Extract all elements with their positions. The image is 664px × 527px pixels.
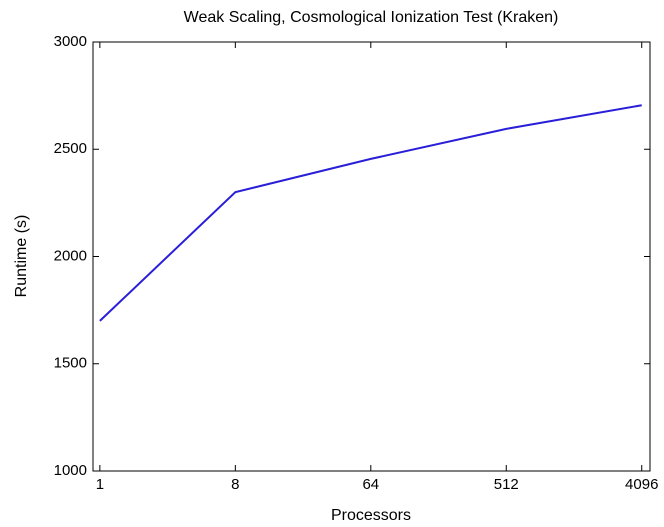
data-line <box>99 104 642 322</box>
y-tick-label: 1000 <box>54 462 87 479</box>
plot-frame <box>92 41 651 472</box>
y-tick-label: 2500 <box>54 140 87 157</box>
x-tick-label: 1 <box>96 476 104 493</box>
y-tick-label: 1500 <box>54 355 87 372</box>
chart-title: Weak Scaling, Cosmological Ionization Te… <box>184 9 559 26</box>
y-tick-label: 3000 <box>54 33 87 50</box>
x-tick-label: 4096 <box>625 476 658 493</box>
y-tick-label: 2000 <box>54 247 87 264</box>
x-tick-label: 512 <box>494 476 519 493</box>
x-axis-label: Processors <box>331 507 411 524</box>
x-tick-label: 64 <box>362 476 379 493</box>
x-tick-label: 8 <box>231 476 239 493</box>
y-axis-label: Runtime (s) <box>13 215 30 298</box>
